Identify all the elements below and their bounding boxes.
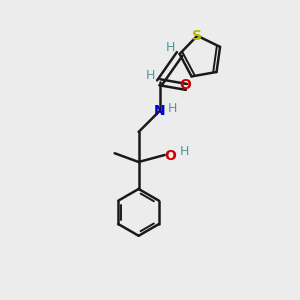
Text: H: H <box>146 69 155 82</box>
Text: S: S <box>192 29 202 43</box>
Text: O: O <box>179 77 191 92</box>
Text: H: H <box>179 145 189 158</box>
Text: H: H <box>166 41 175 54</box>
Text: H: H <box>168 102 177 115</box>
Text: O: O <box>164 148 176 163</box>
Text: N: N <box>153 104 165 118</box>
